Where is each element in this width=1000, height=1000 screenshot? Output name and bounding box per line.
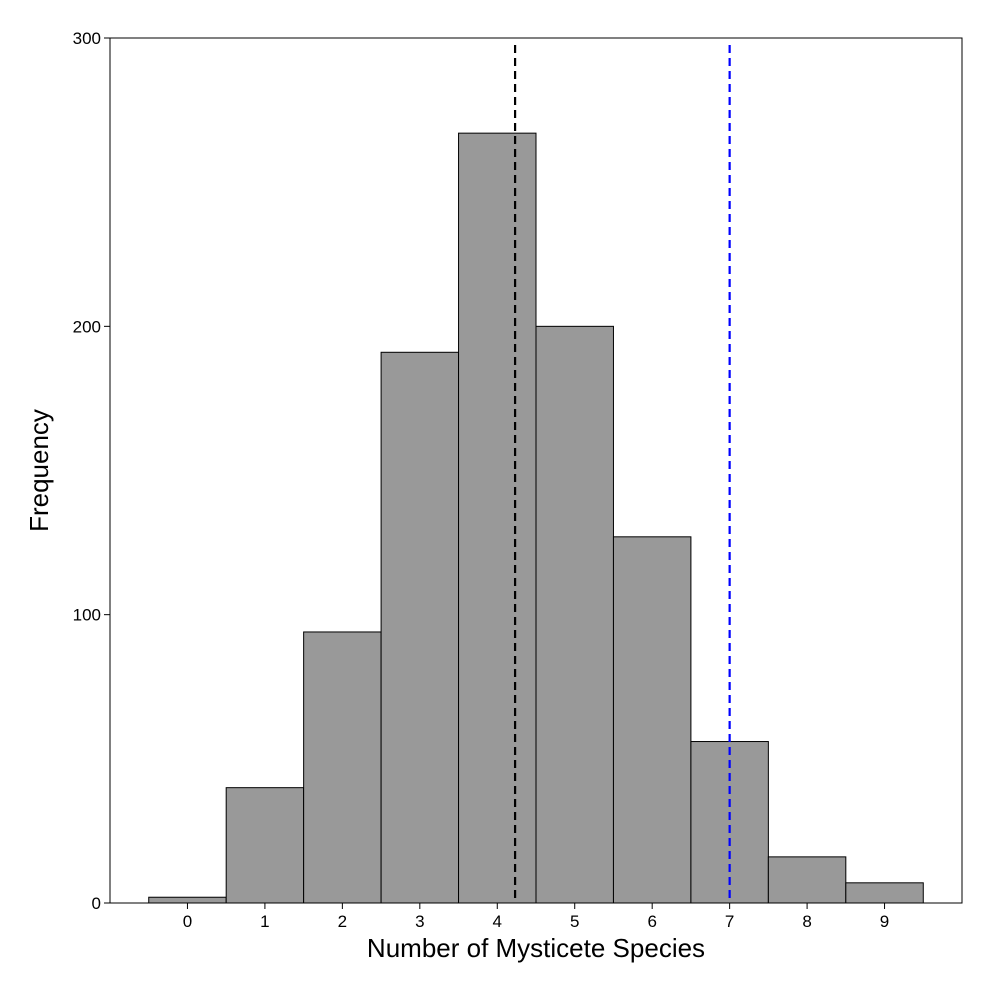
- y-tick-label: 0: [92, 894, 101, 913]
- x-tick-label: 3: [415, 912, 424, 931]
- x-tick-label: 9: [880, 912, 889, 931]
- histogram-bar: [380, 351, 460, 904]
- x-axis: 0 1 2 3 4 5 6 7 8 9: [183, 903, 889, 931]
- histogram-bar: [612, 536, 692, 904]
- histogram-bar: [458, 132, 537, 904]
- bars-group: [148, 132, 924, 904]
- y-tick-label: 300: [73, 29, 101, 48]
- histogram-bar: [535, 325, 614, 904]
- y-axis: 0 100 200 300: [73, 29, 110, 913]
- histogram-bar: [767, 856, 847, 904]
- y-axis-title: Frequency: [24, 409, 54, 532]
- x-tick-label: 4: [493, 912, 502, 931]
- plot-frame: [109, 37, 963, 904]
- histogram-bar: [148, 896, 227, 904]
- x-axis-title: Number of Mysticete Species: [367, 933, 705, 963]
- y-tick-label: 100: [73, 606, 101, 625]
- x-tick-label: 8: [802, 912, 811, 931]
- histogram-bar: [303, 631, 382, 904]
- x-tick-label: 2: [338, 912, 347, 931]
- reference-lines-group: [513, 45, 731, 903]
- x-tick-label: 7: [725, 912, 734, 931]
- y-tick-label: 200: [73, 317, 101, 336]
- x-tick-label: 6: [647, 912, 656, 931]
- histogram-bar: [845, 882, 924, 904]
- x-tick-label: 5: [570, 912, 579, 931]
- x-tick-label: 1: [260, 912, 269, 931]
- histogram-bar: [690, 741, 769, 904]
- x-tick-label: 0: [183, 912, 192, 931]
- histogram-bar: [225, 787, 305, 904]
